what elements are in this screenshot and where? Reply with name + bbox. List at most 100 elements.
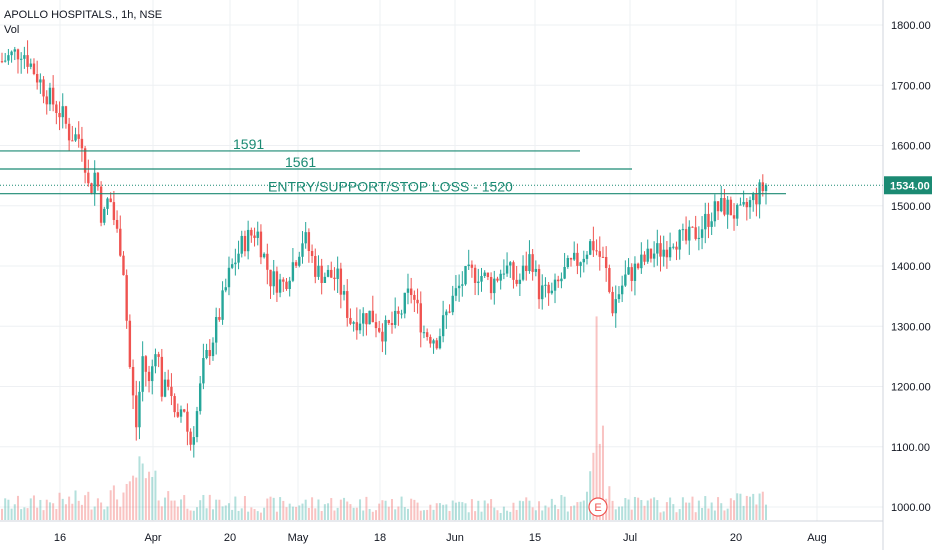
volume-bar: [295, 506, 298, 520]
volume-bar: [691, 496, 694, 520]
volume-bar: [381, 500, 384, 520]
candle-body: [521, 265, 525, 280]
volume-bar: [531, 507, 534, 520]
candle-body: [461, 284, 464, 286]
candle-body: [598, 251, 601, 257]
volume-bar: [26, 508, 29, 520]
candle-body: [278, 279, 282, 293]
volume-bar: [180, 499, 183, 520]
volume-bar: [132, 475, 135, 520]
volume-bar: [211, 509, 214, 520]
volume-bar: [672, 504, 675, 520]
candle-body: [672, 246, 675, 248]
volume-bar: [250, 507, 253, 520]
candle-body: [413, 294, 416, 300]
volume-bar: [90, 509, 93, 520]
volume-bar: [16, 495, 19, 520]
candle-body: [77, 134, 80, 139]
candle-body: [441, 315, 445, 337]
y-tick-label: 1800.00: [891, 20, 931, 32]
volume-bar: [438, 503, 441, 520]
candle-body: [147, 371, 151, 382]
candle-body: [553, 279, 557, 291]
volume-bar: [723, 510, 726, 520]
volume-bar: [729, 498, 732, 520]
volume-bar: [128, 481, 131, 520]
candle-body: [32, 63, 36, 75]
volume-bar: [195, 507, 198, 520]
volume-bar: [448, 510, 451, 520]
x-tick-label: Jul: [623, 532, 637, 544]
candle-body: [192, 437, 195, 445]
candle-body: [179, 409, 183, 417]
grid: [0, 0, 883, 521]
time-axis[interactable]: 16 Apr 20 May 18 Jun 15 Jul 20 Aug: [54, 532, 827, 544]
candle-body: [74, 134, 77, 141]
volume-bar: [739, 493, 742, 520]
candle-body: [620, 285, 624, 295]
candle-body: [173, 396, 176, 413]
candle-body: [518, 279, 522, 284]
volume-bar: [64, 504, 67, 520]
volume-bar: [538, 501, 541, 520]
volume-bar: [371, 511, 374, 520]
volume-bar: [247, 511, 250, 520]
candle-body: [566, 258, 570, 267]
candle-body: [58, 113, 61, 118]
volume-bar: [176, 506, 179, 520]
volume-bar: [493, 507, 496, 520]
candle-body: [323, 276, 327, 283]
price-axis[interactable]: 1800.00 1700.00 1600.00 1500.00 1400.00 1300.…: [891, 20, 931, 514]
candle-body: [422, 332, 426, 334]
earnings-event-marker[interactable]: E: [588, 497, 608, 517]
volume-bar: [467, 512, 470, 520]
candle-body: [716, 201, 720, 212]
volume-bar: [560, 495, 563, 520]
y-tick-label: 1700.00: [891, 80, 931, 92]
volume-bar: [375, 510, 378, 520]
candle-body: [592, 241, 595, 251]
volume-bar: [694, 512, 697, 520]
candle-body: [189, 431, 192, 445]
volume-bar: [343, 497, 346, 520]
candle-body: [473, 267, 477, 283]
candle-body: [333, 277, 336, 279]
candle-body: [755, 193, 758, 205]
volume-bar: [71, 503, 74, 520]
volume-bar: [617, 506, 620, 520]
candle-body: [569, 258, 573, 260]
candle-body: [87, 172, 90, 184]
candle-body: [381, 331, 384, 342]
volume-indicator-label[interactable]: Vol: [4, 24, 20, 36]
volume-bar: [608, 486, 611, 520]
candle-body: [614, 299, 617, 314]
candle-body: [221, 290, 224, 320]
symbol-title[interactable]: APOLLO HOSPITALS., 1h, NSE: [4, 9, 163, 21]
candle-body: [23, 55, 26, 59]
volume-bar: [288, 503, 291, 520]
volume-bar: [496, 510, 499, 520]
candle-body: [314, 256, 317, 277]
volume-bar: [157, 500, 160, 520]
volume-bar: [237, 510, 240, 520]
candle-body: [588, 241, 592, 255]
volume-bar: [61, 498, 64, 520]
volume-bar: [547, 507, 550, 520]
volume-bar: [279, 497, 282, 520]
volume-bar: [426, 509, 429, 520]
volume-bar: [80, 504, 83, 520]
candle-body: [502, 273, 506, 275]
candle-body: [144, 356, 148, 372]
candle-body: [617, 294, 621, 300]
candle-body: [432, 340, 435, 344]
candle-body: [742, 201, 745, 205]
volume-bar: [701, 507, 704, 520]
volume-bar: [317, 499, 320, 520]
volume-bar: [301, 503, 304, 520]
volume-bar: [387, 506, 390, 520]
volume-bar: [637, 497, 640, 520]
candle-body: [646, 248, 649, 262]
x-tick-label: 20: [730, 532, 742, 544]
candle-body: [64, 106, 68, 124]
candle-body: [16, 49, 20, 60]
